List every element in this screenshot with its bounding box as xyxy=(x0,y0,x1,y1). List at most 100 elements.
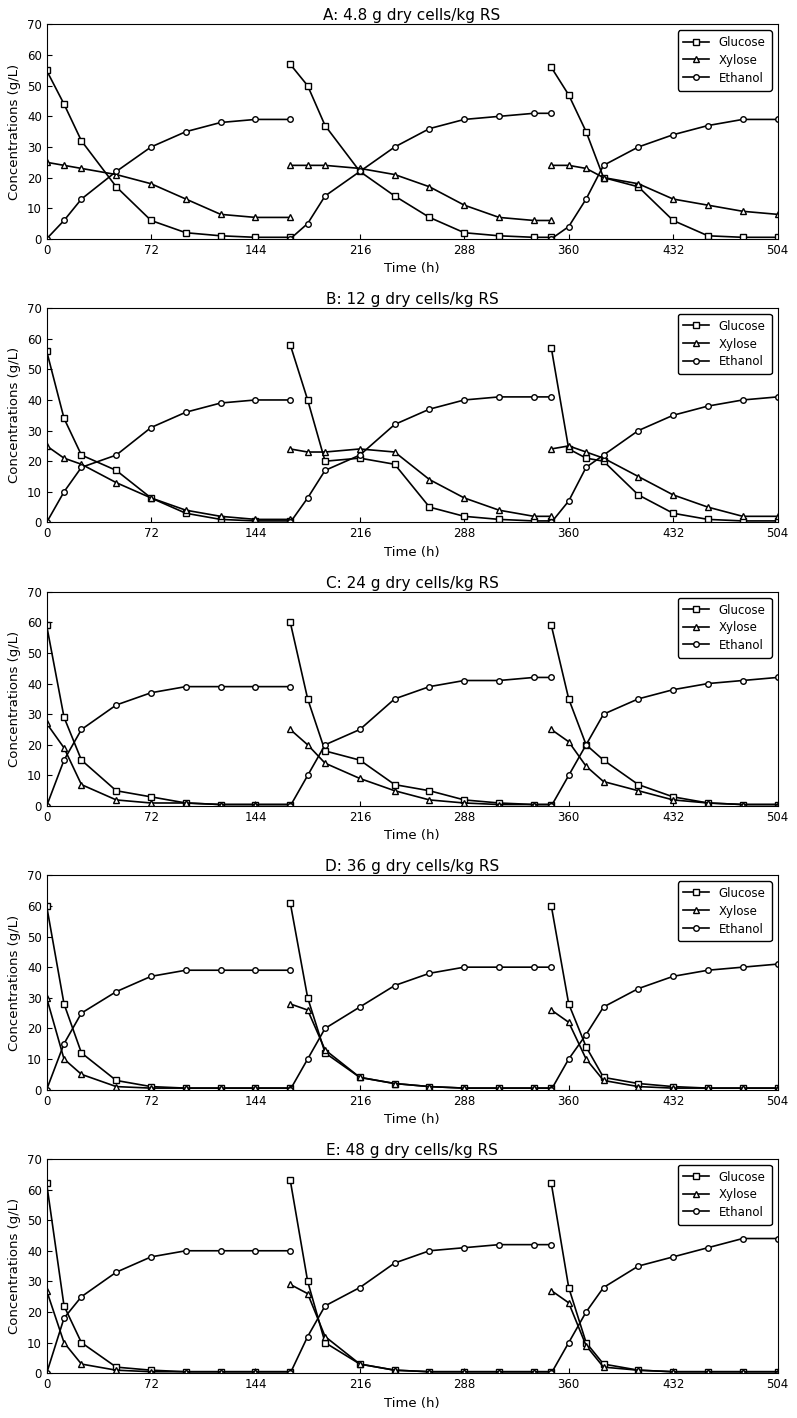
Legend: Glucose, Xylose, Ethanol: Glucose, Xylose, Ethanol xyxy=(677,30,771,91)
Xylose xyxy=(285,1079,295,1096)
Ethanol xyxy=(285,678,295,695)
Xylose xyxy=(42,715,52,732)
Glucose xyxy=(42,898,52,915)
Ethanol xyxy=(285,961,295,978)
Title: B: 12 g dry cells/kg RS: B: 12 g dry cells/kg RS xyxy=(326,292,498,306)
Glucose xyxy=(181,224,190,241)
Xylose xyxy=(251,208,261,225)
Ethanol xyxy=(216,1242,226,1259)
X-axis label: Time (h): Time (h) xyxy=(384,1113,440,1126)
Xylose xyxy=(216,508,226,525)
Xylose xyxy=(285,208,295,225)
Glucose xyxy=(77,1334,86,1351)
Glucose xyxy=(216,227,226,244)
Ethanol xyxy=(181,123,190,140)
Glucose xyxy=(77,1045,86,1062)
Glucose xyxy=(251,1079,261,1096)
Ethanol xyxy=(59,1035,69,1052)
Glucose xyxy=(59,709,69,726)
Glucose xyxy=(285,512,295,529)
Line: Glucose: Glucose xyxy=(44,68,293,240)
Glucose xyxy=(216,1079,226,1096)
Xylose xyxy=(42,1282,52,1299)
Ethanol xyxy=(77,459,86,476)
Xylose xyxy=(181,190,190,207)
Ethanol xyxy=(181,961,190,978)
Ethanol xyxy=(216,678,226,695)
Ethanol xyxy=(77,1288,86,1305)
Line: Ethanol: Ethanol xyxy=(44,683,293,808)
Title: D: 36 g dry cells/kg RS: D: 36 g dry cells/kg RS xyxy=(325,859,499,873)
Glucose xyxy=(181,505,190,522)
Ethanol xyxy=(112,163,121,180)
Glucose xyxy=(59,95,69,112)
Xylose xyxy=(251,510,261,527)
Ethanol xyxy=(42,1081,52,1098)
Xylose xyxy=(147,176,156,193)
Line: Glucose: Glucose xyxy=(44,903,293,1090)
Xylose xyxy=(77,160,86,177)
Ethanol xyxy=(77,190,86,207)
Glucose xyxy=(216,510,226,527)
Ethanol xyxy=(147,418,156,435)
Glucose xyxy=(77,447,86,464)
Glucose xyxy=(112,462,121,479)
Glucose xyxy=(59,410,69,427)
Xylose xyxy=(181,794,190,811)
Ethanol xyxy=(251,111,261,128)
Glucose xyxy=(42,343,52,360)
Ethanol xyxy=(285,391,295,408)
Xylose xyxy=(77,1066,86,1083)
Legend: Glucose, Xylose, Ethanol: Glucose, Xylose, Ethanol xyxy=(677,881,771,942)
Xylose xyxy=(216,1079,226,1096)
Xylose xyxy=(147,1079,156,1096)
Line: Glucose: Glucose xyxy=(44,1181,293,1374)
Glucose xyxy=(77,132,86,149)
Glucose xyxy=(285,795,295,813)
Glucose xyxy=(112,1358,121,1375)
Legend: Glucose, Xylose, Ethanol: Glucose, Xylose, Ethanol xyxy=(677,313,771,374)
Xylose xyxy=(181,1363,190,1380)
Ethanol xyxy=(147,1248,156,1265)
Ethanol xyxy=(147,139,156,156)
Xylose xyxy=(216,795,226,813)
Ethanol xyxy=(216,113,226,130)
Xylose xyxy=(181,1079,190,1096)
Xylose xyxy=(59,739,69,756)
Xylose xyxy=(77,1356,86,1373)
Ethanol xyxy=(112,1263,121,1280)
Xylose xyxy=(59,450,69,467)
Ethanol xyxy=(251,678,261,695)
Glucose xyxy=(112,783,121,800)
Glucose xyxy=(251,512,261,529)
Xylose xyxy=(77,776,86,793)
Ethanol xyxy=(112,696,121,713)
Ethanol xyxy=(251,1242,261,1259)
Xylose xyxy=(59,1051,69,1068)
Xylose xyxy=(147,1363,156,1380)
Xylose xyxy=(112,474,121,491)
Xylose xyxy=(112,1361,121,1378)
Glucose xyxy=(147,1361,156,1378)
Xylose xyxy=(42,153,52,170)
X-axis label: Time (h): Time (h) xyxy=(384,830,440,842)
Xylose xyxy=(42,990,52,1007)
Ethanol xyxy=(77,720,86,737)
Ethanol xyxy=(251,961,261,978)
Xylose xyxy=(216,1363,226,1380)
Line: Xylose: Xylose xyxy=(44,720,293,807)
Line: Ethanol: Ethanol xyxy=(44,1248,293,1375)
Glucose xyxy=(216,795,226,813)
Ethanol xyxy=(285,1242,295,1259)
Xylose xyxy=(216,206,226,223)
Glucose xyxy=(147,211,156,228)
Ethanol xyxy=(42,513,52,530)
Line: Xylose: Xylose xyxy=(44,159,293,220)
Glucose xyxy=(147,1078,156,1095)
Y-axis label: Concentrations (g/L): Concentrations (g/L) xyxy=(8,631,22,767)
Glucose xyxy=(181,1079,190,1096)
Ethanol xyxy=(77,1004,86,1021)
Ethanol xyxy=(181,404,190,421)
Glucose xyxy=(181,794,190,811)
Xylose xyxy=(251,1363,261,1380)
